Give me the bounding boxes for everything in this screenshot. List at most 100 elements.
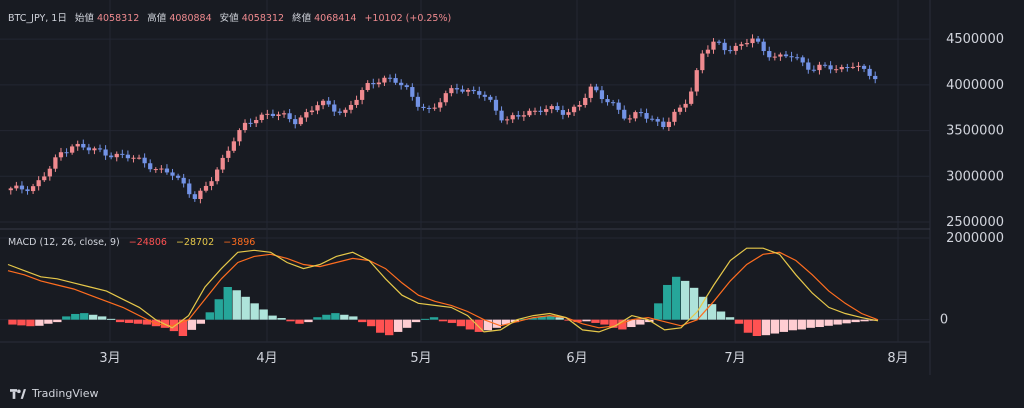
candle-body[interactable] [175,175,181,178]
candle-body[interactable] [103,149,108,156]
candle-body[interactable] [755,38,761,42]
candle-body[interactable] [220,157,225,170]
candle-body[interactable] [811,69,816,71]
candle-body[interactable] [477,91,482,95]
histogram-bar[interactable] [205,312,214,320]
histogram-bar[interactable] [528,318,537,320]
histogram-bar[interactable] [501,319,510,325]
candle-body[interactable] [92,148,97,151]
histogram-bar[interactable] [806,319,815,328]
candle-body[interactable] [867,68,872,76]
candle-body[interactable] [209,181,214,186]
candle-body[interactable] [393,78,398,83]
candle-body[interactable] [599,90,605,100]
candle-body[interactable] [387,77,393,79]
candle-body[interactable] [655,119,660,122]
candle-body[interactable] [354,99,359,105]
candle-body[interactable] [332,104,337,112]
candle-body[interactable] [650,118,655,120]
candle-body[interactable] [304,112,309,118]
candle-body[interactable] [666,121,671,128]
candle-body[interactable] [538,110,543,112]
histogram-bar[interactable] [223,287,232,320]
histogram-bar[interactable] [716,311,726,320]
macd-legend[interactable]: MACD (12, 26, close, 9) −24806 −28702 −3… [8,237,255,248]
histogram-bar[interactable] [680,280,690,320]
candle-body[interactable] [683,103,688,108]
histogram-bar[interactable] [663,284,672,320]
candle-body[interactable] [58,152,64,158]
candle-body[interactable] [633,112,638,119]
histogram-bar[interactable] [474,319,484,332]
histogram-bar[interactable] [411,319,421,323]
histogram-bar[interactable] [465,319,475,330]
candle-body[interactable] [281,113,287,115]
histogram-bar[interactable] [654,303,663,320]
candle-body[interactable] [532,110,538,112]
histogram-bar[interactable] [214,299,223,320]
histogram-bar[interactable] [304,319,313,323]
candle-body[interactable] [834,69,839,71]
histogram-bar[interactable] [725,317,735,320]
candle-body[interactable] [64,152,69,154]
candle-body[interactable] [376,82,381,85]
candle-body[interactable] [789,56,794,58]
candle-body[interactable] [610,102,616,104]
histogram-bar[interactable] [349,316,358,320]
candle-body[interactable] [320,100,326,106]
tradingview-brand[interactable]: TradingView [10,387,98,400]
histogram-bar[interactable] [591,319,600,323]
candle-body[interactable] [689,91,694,104]
histogram-bar[interactable] [44,319,53,324]
candle-body[interactable] [187,183,192,195]
candle-body[interactable] [142,157,147,164]
candle-body[interactable] [839,67,844,70]
candle-body[interactable] [410,87,415,97]
candle-body[interactable] [19,185,25,190]
candle-body[interactable] [30,186,36,192]
histogram-bar[interactable] [600,319,609,325]
candle-body[interactable] [661,121,666,128]
candle-body[interactable] [460,89,465,92]
histogram-bar[interactable] [743,319,753,333]
candle-body[interactable] [242,122,248,131]
candle-body[interactable] [510,115,515,120]
histogram-bar[interactable] [555,317,564,320]
histogram-bar[interactable] [124,319,134,323]
candle-body[interactable] [399,82,404,86]
candle-body[interactable] [153,169,158,171]
candle-body[interactable] [348,104,354,110]
histogram-bar[interactable] [582,319,591,322]
candle-body[interactable] [215,169,220,182]
histogram-bar[interactable] [447,319,457,323]
candle-body[interactable] [86,147,91,151]
candle-body[interactable] [711,41,716,50]
macd-line[interactable] [7,247,879,333]
histogram-bar[interactable] [698,296,708,320]
candle-body[interactable] [733,45,738,51]
histogram-bar[interactable] [627,319,636,328]
candle-body[interactable] [170,172,175,176]
candle-body[interactable] [700,53,705,71]
candle-body[interactable] [560,110,566,115]
candle-body[interactable] [845,67,850,69]
histogram-bar[interactable] [456,319,466,327]
candle-body[interactable] [588,86,593,98]
histogram-bar[interactable] [26,319,35,327]
candle-body[interactable] [360,90,365,100]
macd-axis[interactable]: 2000000 0 [940,231,1004,328]
candle-body[interactable] [421,106,426,108]
candle-body[interactable] [516,115,521,117]
candle-body[interactable] [226,150,231,158]
candle-body[interactable] [795,57,800,59]
histogram-bar[interactable] [761,319,771,336]
candle-body[interactable] [337,111,342,113]
histogram-bar[interactable] [779,319,789,332]
histogram-bar[interactable] [8,319,17,325]
candle-body[interactable] [454,88,460,90]
candle-body[interactable] [728,50,733,52]
candle-body[interactable] [527,110,532,116]
histogram-bar[interactable] [788,319,797,331]
histogram-bar[interactable] [483,319,493,331]
candle-body[interactable] [850,66,856,68]
